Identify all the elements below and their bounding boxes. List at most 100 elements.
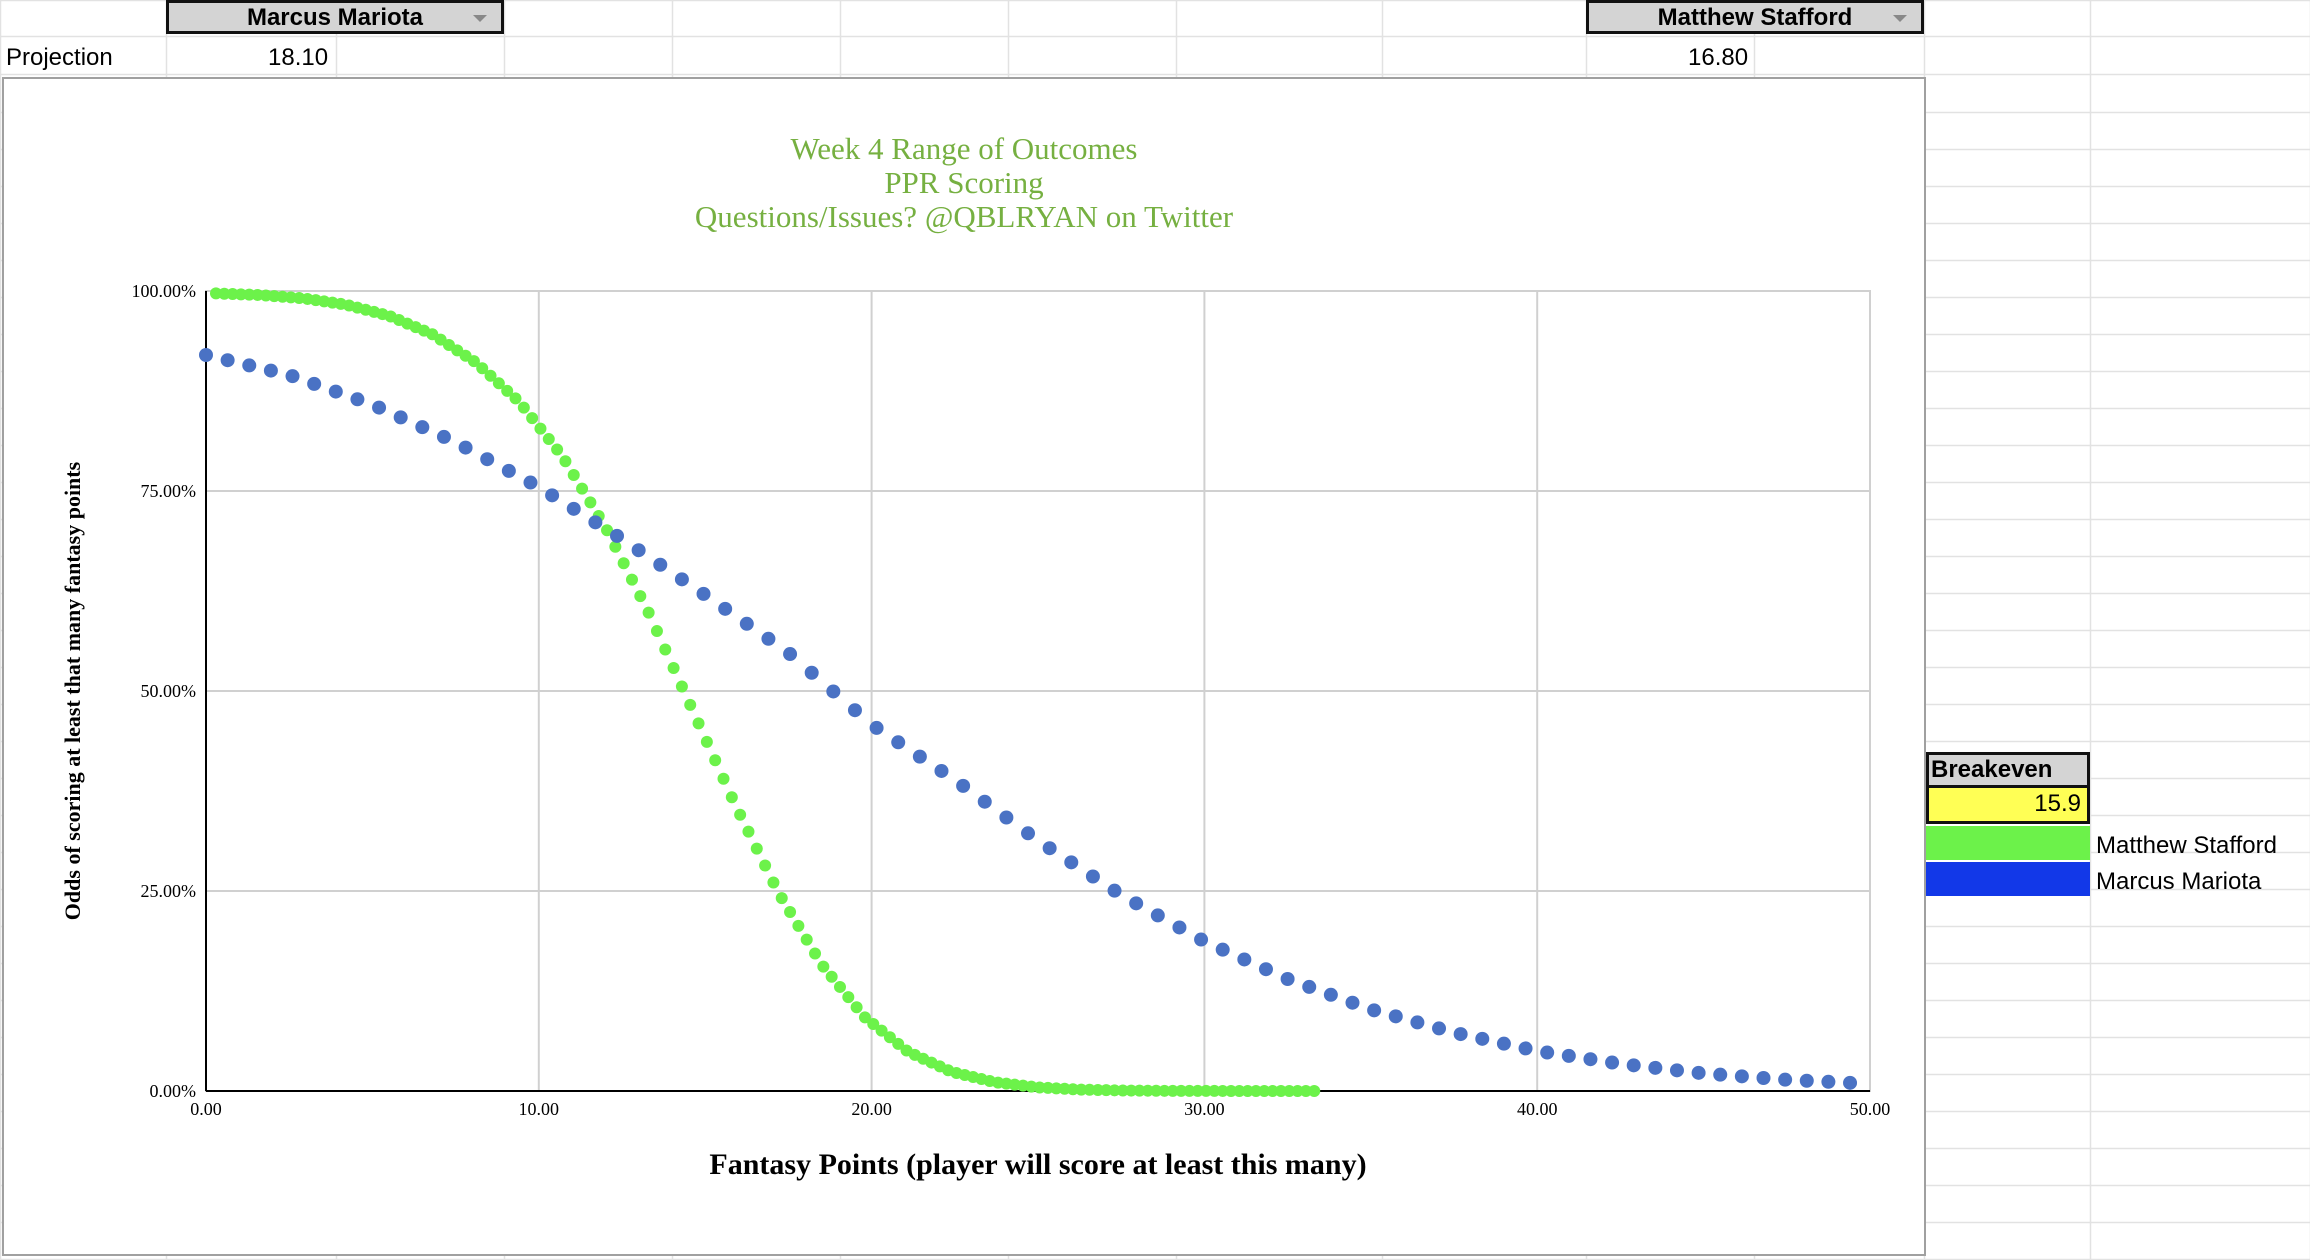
data-point-stafford	[534, 422, 547, 435]
x-tick-label: 50.00	[1850, 1099, 1891, 1119]
data-point-stafford	[1283, 1085, 1296, 1097]
data-point-stafford	[601, 524, 614, 537]
data-point-mariota	[934, 763, 949, 778]
chevron-down-icon	[1893, 15, 1907, 22]
data-point-mariota	[1150, 908, 1165, 923]
data-point-mariota	[610, 528, 625, 543]
data-point-mariota	[977, 794, 992, 809]
data-point-mariota	[285, 369, 300, 384]
legend-swatch-mariota	[1926, 862, 2090, 896]
data-point-mariota	[1518, 1041, 1533, 1056]
data-point-stafford	[725, 791, 738, 804]
data-point-mariota	[480, 452, 495, 467]
data-point-stafford	[542, 433, 555, 446]
projection-b-cell[interactable]: 16.80	[1688, 44, 1749, 71]
x-tick-label: 0.00	[190, 1099, 222, 1119]
data-point-mariota	[545, 488, 560, 503]
data-point-mariota	[307, 376, 322, 391]
data-point-stafford	[1075, 1083, 1088, 1096]
data-point-stafford	[684, 698, 697, 711]
data-point-stafford	[759, 859, 772, 872]
chart-frame[interactable]: Week 4 Range of Outcomes PPR Scoring Quest…	[2, 77, 1926, 1256]
player-a-dropdown[interactable]: Marcus Mariota	[166, 0, 504, 34]
chart-title-line: Week 4 Range of Outcomes	[790, 131, 1137, 166]
data-point-mariota	[891, 735, 906, 750]
data-point-mariota	[199, 348, 213, 362]
data-point-mariota	[847, 703, 862, 718]
data-point-stafford	[1125, 1084, 1138, 1097]
x-tick-label: 30.00	[1184, 1099, 1225, 1119]
data-point-stafford	[775, 892, 788, 905]
data-point-stafford	[1258, 1085, 1271, 1097]
data-point-stafford	[1308, 1085, 1321, 1097]
legend-label-stafford: Matthew Stafford	[2096, 832, 2277, 859]
data-point-mariota	[1648, 1060, 1663, 1075]
player-b-dropdown[interactable]: Matthew Stafford	[1586, 0, 1924, 34]
data-point-stafford	[650, 625, 663, 638]
data-point-mariota	[501, 463, 516, 478]
data-point-stafford	[858, 1011, 871, 1024]
series-stafford	[209, 287, 1321, 1097]
breakeven-header[interactable]: Breakeven	[1926, 752, 2090, 788]
data-point-mariota	[1583, 1052, 1598, 1067]
data-point-stafford	[501, 384, 514, 397]
data-point-stafford	[492, 377, 505, 390]
data-point-mariota	[1064, 855, 1079, 870]
data-point-stafford	[567, 468, 580, 481]
data-point-stafford	[1150, 1084, 1163, 1097]
data-point-stafford	[659, 643, 672, 656]
data-point-stafford	[709, 754, 722, 767]
y-tick-label: 75.00%	[141, 481, 197, 501]
data-point-stafford	[734, 808, 747, 821]
data-point-mariota	[458, 440, 473, 455]
data-point-stafford	[1233, 1084, 1246, 1097]
data-point-mariota	[1367, 1003, 1382, 1018]
data-point-stafford	[467, 355, 480, 368]
data-point-mariota	[350, 392, 365, 407]
data-point-mariota	[1691, 1065, 1706, 1080]
data-point-stafford	[484, 369, 497, 382]
data-point-mariota	[826, 684, 841, 699]
data-point-stafford	[1108, 1084, 1121, 1097]
player-b-name: Matthew Stafford	[1657, 4, 1853, 31]
data-point-stafford	[1266, 1085, 1279, 1097]
data-point-stafford	[892, 1037, 905, 1050]
projection-a-cell[interactable]: 18.10	[268, 44, 329, 71]
data-point-stafford	[1100, 1084, 1113, 1097]
data-point-mariota	[1021, 826, 1036, 841]
data-point-stafford	[1291, 1085, 1304, 1097]
data-point-mariota	[956, 778, 971, 793]
data-point-stafford	[750, 842, 763, 855]
data-point-stafford	[692, 717, 705, 730]
x-tick-label: 10.00	[519, 1099, 560, 1119]
data-point-stafford	[1200, 1084, 1213, 1097]
data-point-stafford	[717, 772, 730, 785]
data-point-stafford	[609, 540, 622, 553]
data-point-stafford	[576, 482, 589, 495]
data-point-stafford	[1191, 1084, 1204, 1097]
data-point-stafford	[476, 362, 489, 375]
data-point-mariota	[242, 358, 257, 373]
data-point-mariota	[1258, 962, 1273, 977]
data-point-mariota	[783, 647, 798, 662]
data-point-mariota	[1042, 841, 1057, 856]
breakeven-value-cell[interactable]: 15.9	[1926, 788, 2090, 824]
chart-title-line: PPR Scoring	[884, 165, 1043, 200]
data-point-stafford	[584, 496, 597, 509]
data-point-mariota	[1475, 1031, 1490, 1046]
data-point-mariota	[1713, 1067, 1728, 1082]
data-point-stafford	[800, 933, 813, 946]
data-point-stafford	[517, 401, 530, 414]
data-point-mariota	[1626, 1058, 1641, 1073]
data-point-stafford	[867, 1018, 880, 1031]
data-point-mariota	[328, 384, 343, 399]
data-point-mariota	[263, 363, 278, 378]
data-point-stafford	[825, 970, 838, 983]
data-point-mariota	[718, 601, 733, 616]
projection-row-label: Projection	[6, 44, 113, 71]
x-axis-label: Fantasy Points (player will score at lea…	[709, 1148, 1366, 1181]
breakeven-header-label: Breakeven	[1931, 756, 2053, 783]
data-point-mariota	[1410, 1015, 1425, 1030]
data-point-stafford	[675, 680, 688, 693]
data-point-mariota	[1778, 1072, 1793, 1087]
